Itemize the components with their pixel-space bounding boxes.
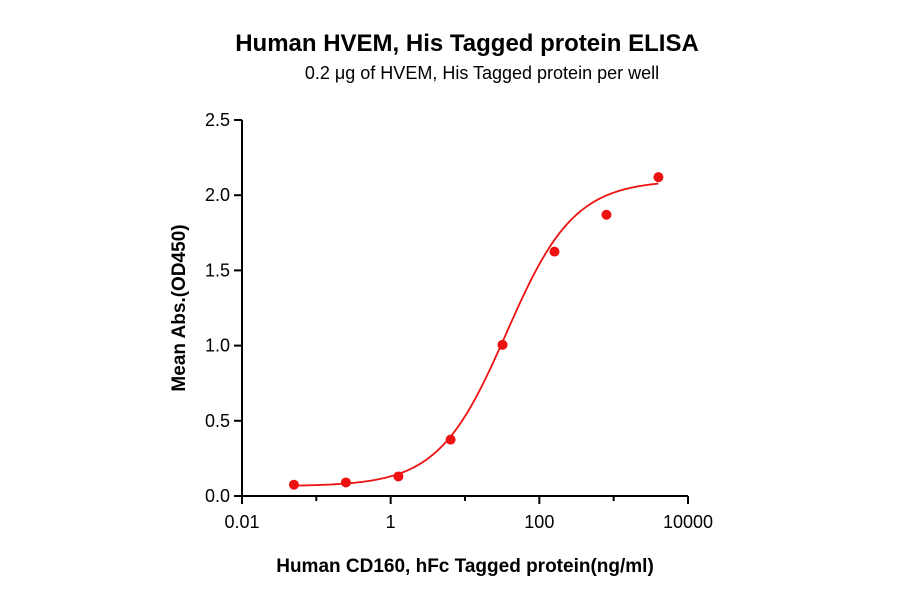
chart-title: Human HVEM, His Tagged protein ELISA xyxy=(235,30,699,57)
data-point xyxy=(601,209,612,220)
data-point xyxy=(445,434,456,445)
y-axis-ticks: 0.0 0.5 1.0 1.5 2.0 2.5 xyxy=(205,110,242,506)
x-tick-label: 1 xyxy=(386,512,396,532)
fit-curve xyxy=(293,182,659,487)
y-tick-label: 0.0 xyxy=(205,486,230,506)
x-axis-title: Human CD160, hFc Tagged protein(ng/ml) xyxy=(276,556,654,577)
data-points xyxy=(288,172,664,490)
x-tick-label: 100 xyxy=(524,512,554,532)
data-point xyxy=(340,477,351,488)
data-point xyxy=(549,246,560,257)
fit-curve-group xyxy=(293,182,659,487)
data-point xyxy=(497,339,508,350)
y-tick-label: 2.5 xyxy=(205,110,230,130)
y-tick-label: 1.0 xyxy=(205,336,230,356)
chart-subtitle: 0.2 μg of HVEM, His Tagged protein per w… xyxy=(305,63,659,83)
x-tick-label: 0.01 xyxy=(224,512,259,532)
y-tick-label: 0.5 xyxy=(205,411,230,431)
x-tick-label: 10000 xyxy=(663,512,713,532)
data-point xyxy=(653,172,664,183)
data-point xyxy=(393,471,404,482)
axes xyxy=(241,120,688,497)
data-point xyxy=(288,479,299,490)
x-axis-ticks: 0.01 1 100 10000 xyxy=(224,496,713,532)
y-tick-label: 1.5 xyxy=(205,260,230,280)
y-tick-label: 2.0 xyxy=(205,185,230,205)
y-axis-title: Mean Abs.(OD450) xyxy=(169,224,190,391)
